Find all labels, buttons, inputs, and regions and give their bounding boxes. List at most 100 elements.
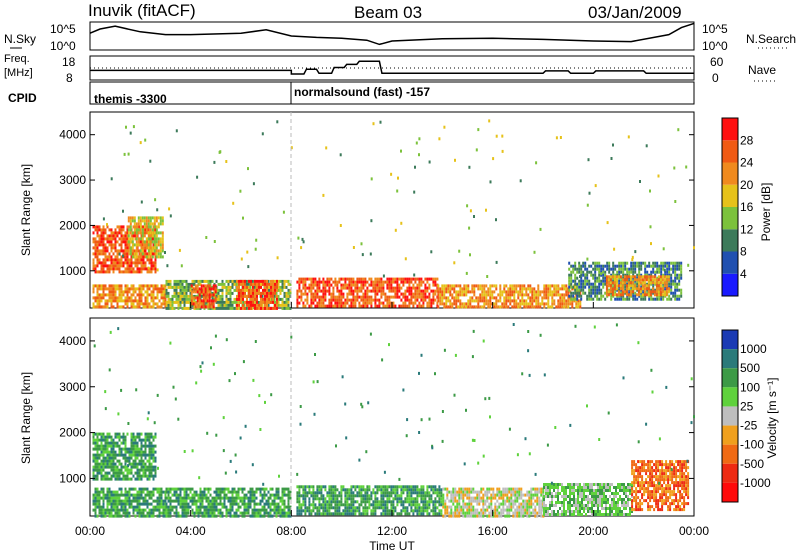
heatmap-cell [609,290,612,294]
heatmap-cell [352,301,355,305]
heatmap-cell [110,305,113,309]
heatmap-cell [245,306,248,310]
heatmap-cell [250,282,252,286]
heatmap-cell [330,283,333,287]
heatmap-cell [138,432,141,436]
heatmap-cell [130,438,133,442]
heatmap-cell [120,447,123,451]
heatmap-cell [366,485,369,489]
heatmap-cell [136,505,139,509]
heatmap-cell [332,304,335,308]
heatmap-cell [203,493,206,497]
heatmap-cell [267,288,270,292]
power-colorbar-tick: 8 [740,245,747,259]
heatmap-cell [139,243,142,247]
heatmap-cell [219,493,222,497]
heatmap-cell [124,477,127,481]
heatmap-cell [392,280,395,284]
heatmap-cell [149,228,152,232]
heatmap-cell [320,497,323,501]
heatmap-cell [366,509,369,513]
heatmap-cell [674,297,677,301]
heatmap-cell [138,287,141,291]
heatmap-cell [596,279,599,283]
heatmap-cell [152,505,155,509]
heatmap-cell [112,284,115,288]
heatmap-cell [378,277,381,281]
heatmap-cell [412,292,415,296]
heatmap-cell [285,303,288,307]
heatmap-cell [340,301,343,305]
heatmap-cell [108,477,111,481]
heatmap-cell [207,511,210,515]
heatmap-cell [253,285,256,289]
heatmap-cell [360,298,363,302]
heatmap-cell [289,282,292,286]
heatmap-cell [110,499,113,503]
heatmap-cell [501,305,504,309]
heatmap-cell [206,293,209,297]
heatmap-cell [352,506,355,510]
heatmap-cell [142,474,145,478]
heatmap-scatter-cell [168,207,171,211]
heatmap-cell [388,298,391,302]
heatmap-cell [622,267,625,271]
heatmap-cell [551,284,554,288]
heatmap-cell [130,305,133,309]
heatmap-cell [649,278,652,282]
heatmap-scatter-cell [587,158,590,162]
heatmap-cell [374,491,377,495]
heatmap-cell [132,499,135,503]
heatmap-cell [342,488,345,492]
heatmap-cell [366,280,369,284]
heatmap-cell [120,493,123,497]
heatmap-cell [436,277,439,281]
heatmap-cell [120,462,123,466]
heatmap-cell [340,512,343,516]
heatmap-cell [637,290,640,294]
heatmap-cell [578,285,581,289]
freq-tick-top: 18 [62,55,76,69]
heatmap-cell [641,284,644,288]
heatmap-cell [304,509,307,513]
heatmap-cell [332,298,335,302]
heatmap-cell [481,305,484,309]
heatmap-cell [627,293,630,297]
heatmap-cell [276,294,278,298]
heatmap-cell [501,290,504,294]
heatmap-cell [138,471,141,475]
heatmap-cell [287,279,290,283]
heatmap-cell [626,297,629,301]
heatmap-cell [281,306,284,310]
heatmap-cell [201,511,204,515]
heatmap-cell [152,490,155,494]
heatmap-cell [175,505,178,509]
heatmap-cell [140,261,143,265]
heatmap-cell [206,287,209,291]
heatmap-cell [302,283,305,287]
heatmap-cell [414,286,417,290]
heatmap-cell [175,288,178,292]
heatmap-cell [154,252,157,256]
heatmap-cell [643,293,646,297]
heatmap-cell [243,514,246,518]
heatmap-cell [106,474,109,478]
heatmap-cell [208,302,211,306]
heatmap-cell [110,444,113,448]
heatmap-cell [266,306,268,310]
heatmap-cell [160,502,163,506]
heatmap-cell [104,287,107,291]
heatmap-cell [545,296,548,300]
heatmap-cell [358,485,361,489]
heatmap-cell [146,270,149,274]
heatmap-cell [289,496,292,500]
heatmap-cell [219,282,222,286]
heatmap-cell [262,300,264,304]
heatmap-cell [326,277,329,281]
heatmap-cell [130,261,133,265]
heatmap-cell [376,491,379,495]
heatmap-cell [382,485,385,489]
heatmap-cell [274,288,276,292]
heatmap-cell [368,485,371,489]
